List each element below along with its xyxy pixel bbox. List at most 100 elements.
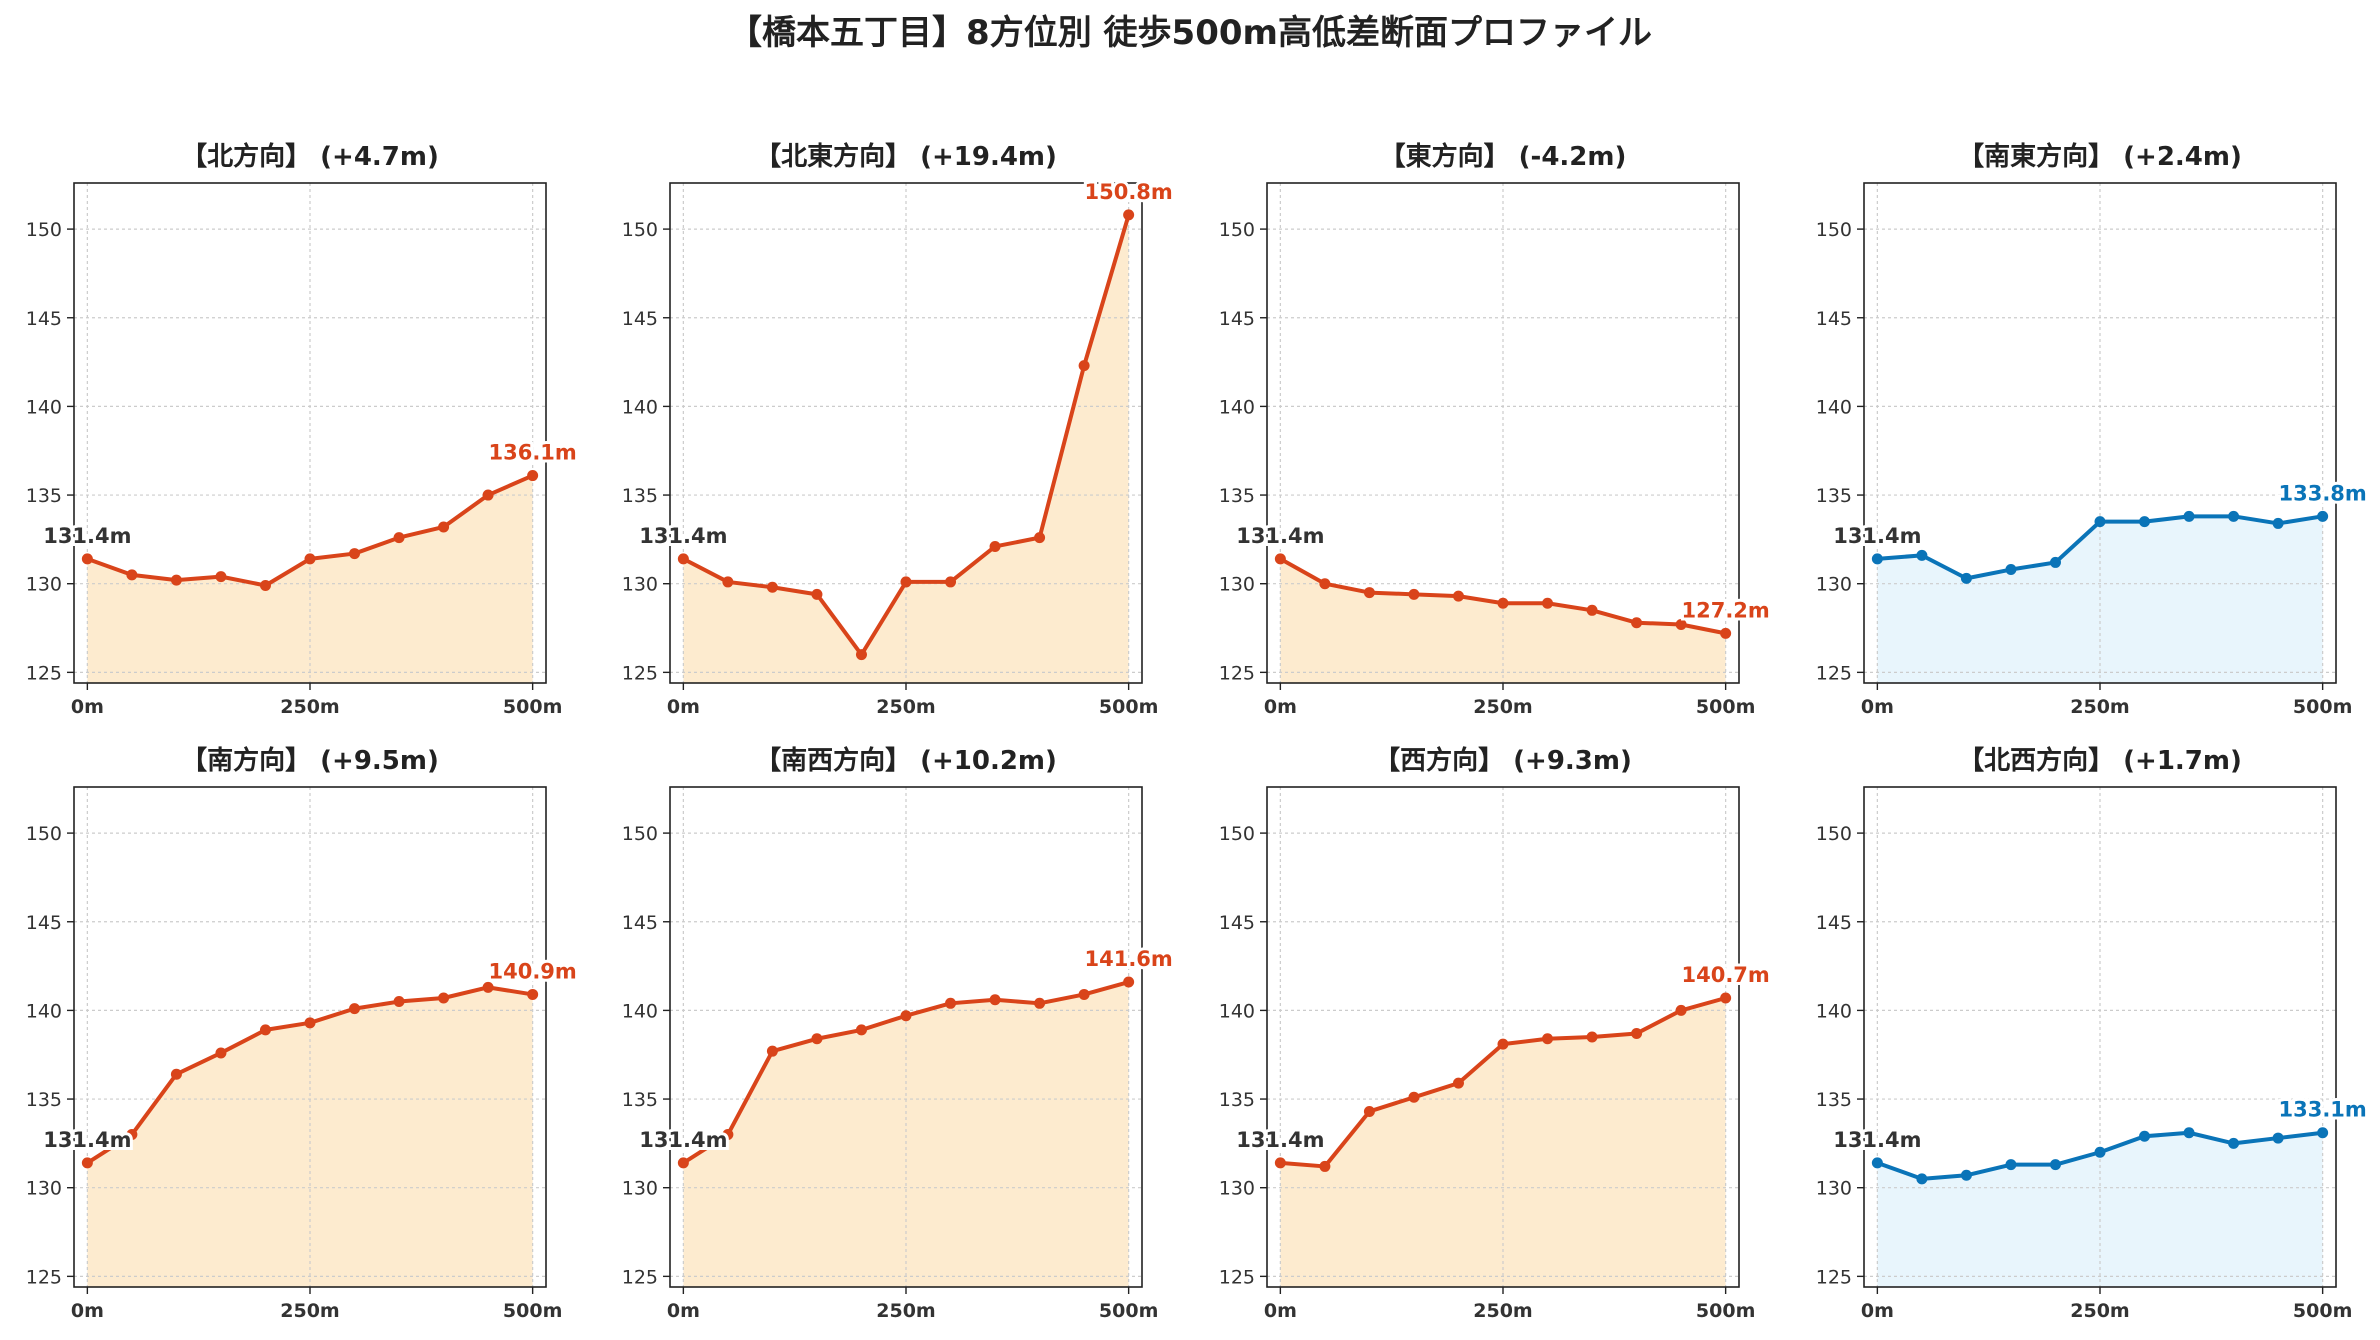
y-tick-label: 130	[1816, 574, 1852, 596]
x-tick-label: 250m	[280, 696, 339, 718]
x-tick-label: 250m	[2070, 1300, 2129, 1322]
chart-title: 【西方向】 (+9.3m)	[1374, 745, 1632, 776]
data-point	[1586, 1031, 1598, 1043]
data-point	[1319, 1160, 1331, 1172]
elevation-chart-7: 【北西方向】 (+1.7m) 125 130 135 140 145 150 0m 250m 50…	[1816, 745, 2370, 1322]
x-tick-label: 0m	[1264, 696, 1297, 718]
data-point	[1274, 553, 1286, 565]
x-tick-label: 0m	[667, 1300, 700, 1322]
data-point	[945, 576, 957, 588]
x-tick-label: 250m	[280, 1300, 339, 1322]
y-tick-label: 135	[1219, 485, 1255, 507]
data-point	[1497, 1038, 1509, 1050]
x-tick-label: 500m	[1696, 696, 1755, 718]
data-point	[2049, 1159, 2061, 1171]
x-tick-label: 500m	[1099, 1300, 1158, 1322]
x-tick-label: 250m	[876, 1300, 935, 1322]
data-point	[1123, 976, 1135, 988]
data-point	[527, 470, 539, 482]
data-point	[1274, 1157, 1286, 1169]
data-point	[259, 579, 271, 591]
elevation-chart-4: 【南方向】 (+9.5m) 125 130 135 140 145 150 0m 250m 500…	[26, 745, 580, 1322]
x-tick-label: 0m	[71, 696, 104, 718]
data-point	[349, 1003, 361, 1015]
end-value-label: 133.8m	[2278, 481, 2366, 505]
data-point	[1034, 532, 1046, 544]
data-point	[1078, 360, 1090, 372]
start-value-label: 131.4m	[43, 1128, 131, 1152]
y-tick-label: 135	[26, 1089, 62, 1111]
data-point	[1078, 988, 1090, 1000]
data-point	[527, 988, 539, 1000]
data-point	[1916, 1173, 1928, 1185]
data-point	[900, 1010, 912, 1022]
data-point	[482, 981, 494, 993]
data-point	[2317, 510, 2329, 522]
start-value-label: 131.4m	[43, 524, 131, 548]
y-tick-label: 145	[26, 308, 62, 330]
y-tick-label: 150	[1816, 823, 1852, 845]
data-point	[170, 1068, 182, 1080]
end-value-label: 150.8m	[1084, 180, 1172, 204]
y-tick-label: 145	[622, 912, 658, 934]
x-tick-label: 250m	[1473, 696, 1532, 718]
elevation-chart-3: 【南東方向】 (+2.4m) 125 130 135 140 145 150 0m 250m 50…	[1816, 141, 2370, 718]
data-point	[811, 588, 823, 600]
data-point	[1408, 1091, 1420, 1103]
data-point	[1871, 1157, 1883, 1169]
data-point	[677, 553, 689, 565]
data-point	[1960, 572, 1972, 584]
data-point	[2228, 510, 2240, 522]
data-point	[170, 574, 182, 586]
data-point	[1631, 617, 1643, 629]
x-tick-label: 250m	[2070, 696, 2129, 718]
data-point	[81, 553, 93, 565]
chart-title: 【北西方向】 (+1.7m)	[1958, 745, 2242, 776]
data-point	[1319, 578, 1331, 590]
chart-title: 【南方向】 (+9.5m)	[181, 745, 439, 776]
x-tick-label: 0m	[71, 1300, 104, 1322]
chart-title: 【南東方向】 (+2.4m)	[1958, 141, 2242, 172]
elevation-chart-6: 【西方向】 (+9.3m) 125 130 135 140 145 150 0m 250m 500…	[1219, 745, 1773, 1322]
area-fill	[683, 982, 1129, 1287]
data-point	[304, 1017, 316, 1029]
y-tick-label: 125	[1816, 662, 1852, 684]
data-point	[1408, 588, 1420, 600]
y-tick-label: 140	[1816, 1000, 1852, 1022]
y-tick-label: 150	[26, 219, 62, 241]
y-tick-label: 125	[26, 1266, 62, 1288]
x-tick-label: 500m	[1696, 1300, 1755, 1322]
y-tick-label: 140	[26, 396, 62, 418]
data-point	[215, 571, 227, 583]
y-tick-label: 125	[1219, 1266, 1255, 1288]
y-tick-label: 135	[1816, 485, 1852, 507]
y-tick-label: 145	[622, 308, 658, 330]
start-value-label: 131.4m	[1236, 1128, 1324, 1152]
data-point	[393, 532, 405, 544]
data-point	[1542, 597, 1554, 609]
y-tick-label: 150	[1816, 219, 1852, 241]
data-point	[1960, 1169, 1972, 1181]
end-value-label: 127.2m	[1681, 598, 1769, 622]
y-tick-label: 130	[1816, 1178, 1852, 1200]
data-point	[1542, 1033, 1554, 1045]
data-point	[1123, 209, 1135, 221]
data-point	[945, 997, 957, 1009]
data-point	[215, 1047, 227, 1059]
data-point	[126, 1129, 138, 1141]
data-point	[393, 996, 405, 1008]
data-point	[855, 1024, 867, 1036]
y-tick-label: 125	[1816, 1266, 1852, 1288]
x-tick-label: 0m	[1861, 1300, 1894, 1322]
data-point	[2005, 1159, 2017, 1171]
y-tick-label: 140	[26, 1000, 62, 1022]
chart-title: 【北方向】 (+4.7m)	[181, 141, 439, 172]
end-value-label: 136.1m	[488, 441, 576, 465]
end-value-label: 140.7m	[1681, 963, 1769, 987]
chart-title: 【東方向】 (-4.2m)	[1380, 141, 1627, 172]
data-point	[900, 576, 912, 588]
data-point	[1631, 1027, 1643, 1039]
y-tick-label: 140	[1219, 1000, 1255, 1022]
start-value-label: 131.4m	[1833, 524, 1921, 548]
y-tick-label: 125	[26, 662, 62, 684]
